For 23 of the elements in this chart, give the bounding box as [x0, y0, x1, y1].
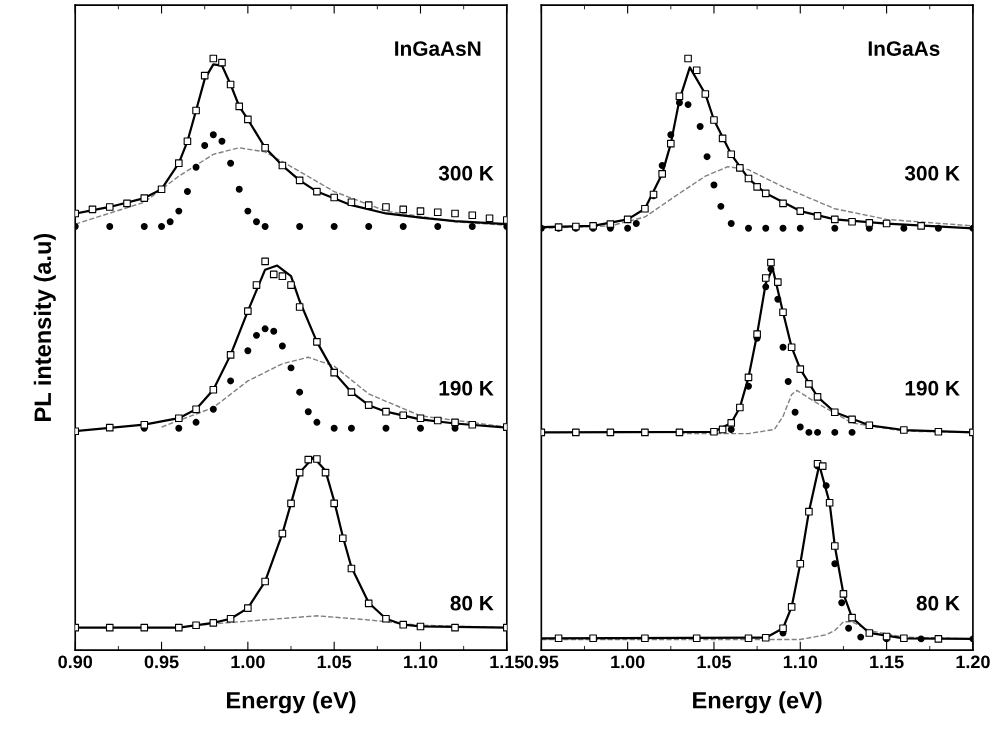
x-axis-title: Energy (eV) [226, 691, 356, 714]
x-tick-label: 1.00 [611, 655, 645, 669]
annotation: 80 K [916, 595, 960, 611]
x-axis-title: Energy (eV) [693, 691, 822, 714]
x-tick-label: 1.15 [870, 655, 904, 669]
x-tick-label: 1.20 [956, 655, 990, 669]
x-tick-label: 1.05 [317, 655, 352, 669]
annotation: 300 K [438, 165, 494, 181]
x-tick-label: 0.90 [58, 655, 93, 669]
x-tick-label: 1.05 [697, 655, 732, 669]
annotation: 190 K [439, 380, 494, 396]
x-tick-label: 1.00 [231, 655, 265, 669]
annotation: 80 K [450, 595, 494, 611]
annotation: 190 K [905, 380, 960, 396]
x-tick-label: 1.15 [490, 655, 524, 669]
chart-title: InGaAs [868, 41, 940, 56]
y-axis-title: PL intensity (a.u) [33, 233, 56, 421]
x-tick-label: 1.10 [404, 655, 438, 669]
x-tick-label: 0.95 [144, 655, 179, 669]
x-tick-label: 0.95 [524, 655, 559, 669]
chart-title: InGaAsN [395, 41, 481, 56]
x-tick-label: 1.10 [783, 655, 818, 669]
annotation: 300 K [904, 165, 960, 181]
